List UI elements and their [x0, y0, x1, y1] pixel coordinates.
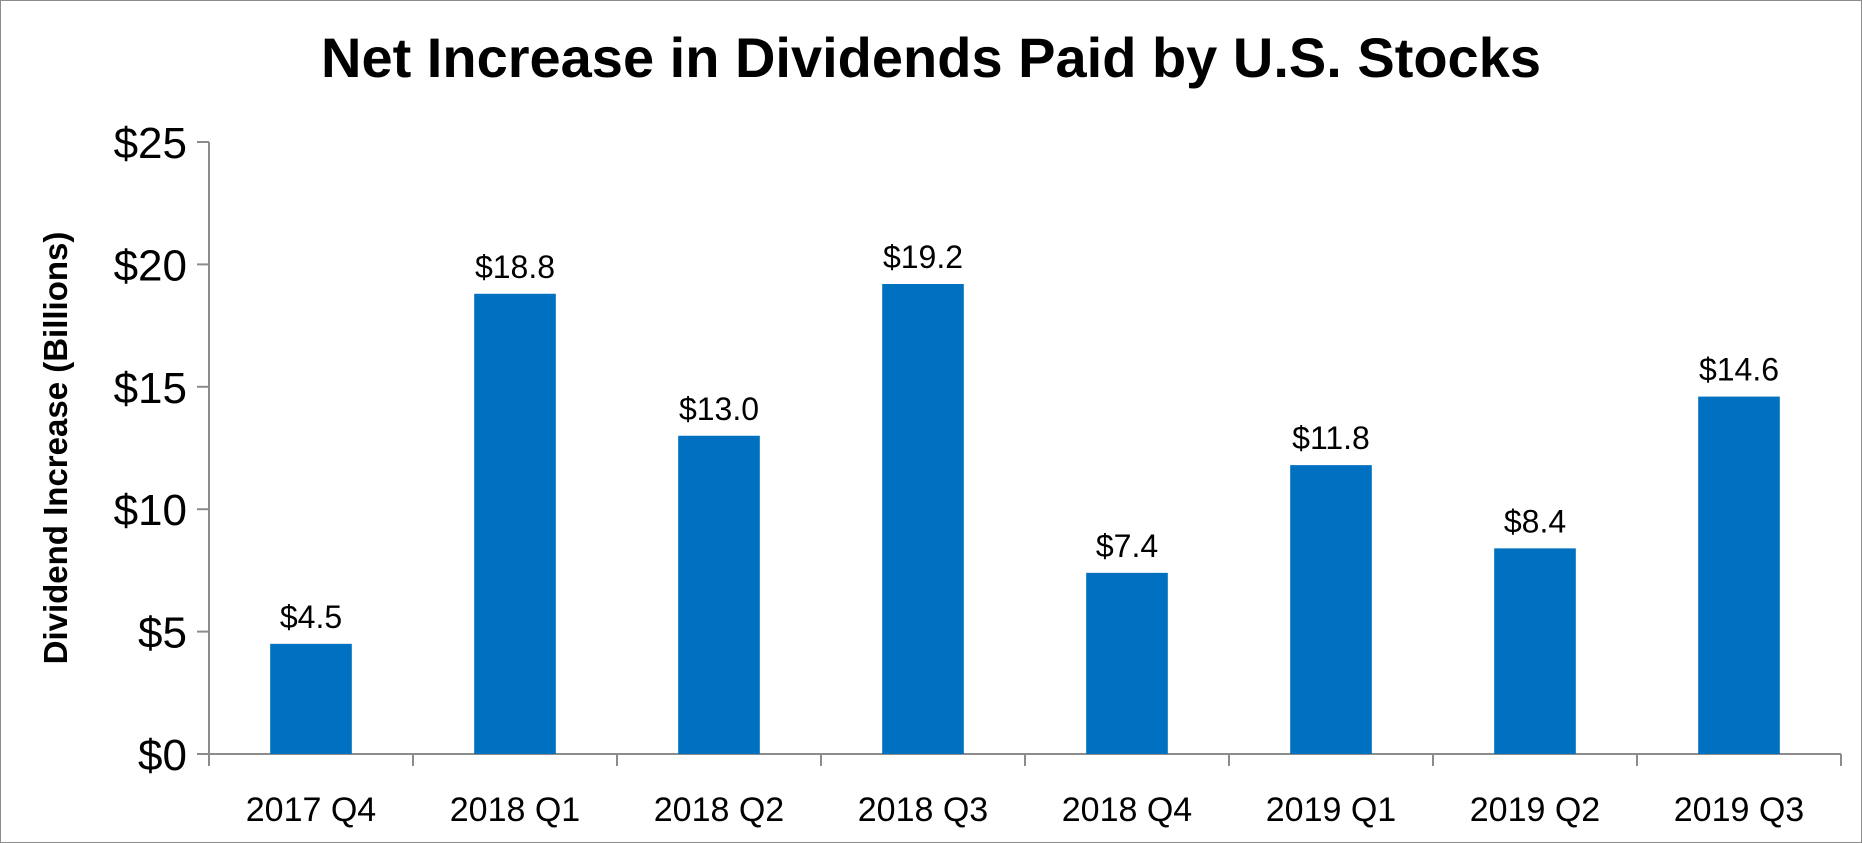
data-label: $14.6	[1699, 352, 1779, 388]
bar	[882, 283, 964, 754]
y-tick-label: $10	[114, 486, 187, 535]
bar	[1290, 465, 1372, 754]
data-label: $11.8	[1292, 420, 1370, 456]
x-tick-label: 2018 Q2	[654, 791, 784, 829]
chart-title: Net Increase in Dividends Paid by U.S. S…	[321, 26, 1541, 89]
bar	[1494, 548, 1576, 754]
y-axis-title: Dividend Increase (Billions)	[37, 232, 74, 665]
bar	[270, 643, 352, 754]
bar	[1698, 396, 1780, 754]
data-label: $13.0	[679, 391, 759, 427]
y-tick-label: $0	[138, 731, 187, 780]
y-tick-label: $5	[138, 609, 187, 658]
y-tick-label: $20	[114, 241, 187, 290]
bar	[1086, 572, 1168, 754]
x-tick-label: 2018 Q4	[1062, 791, 1192, 829]
x-tick-label: 2019 Q3	[1674, 791, 1804, 829]
x-tick-label: 2019 Q2	[1470, 791, 1600, 829]
data-label: $7.4	[1096, 528, 1158, 564]
bar	[678, 435, 760, 754]
y-tick-label: $25	[114, 119, 187, 168]
x-tick-label: 2019 Q1	[1266, 791, 1396, 829]
bar	[474, 293, 556, 754]
data-label: $18.8	[475, 249, 555, 285]
x-tick-label: 2017 Q4	[246, 791, 376, 829]
data-label: $8.4	[1504, 503, 1566, 539]
data-label: $4.5	[280, 599, 342, 635]
data-label: $19.2	[883, 239, 963, 275]
y-tick-label: $15	[114, 364, 187, 413]
x-tick-label: 2018 Q3	[858, 791, 988, 829]
x-tick-label: 2018 Q1	[450, 791, 580, 829]
